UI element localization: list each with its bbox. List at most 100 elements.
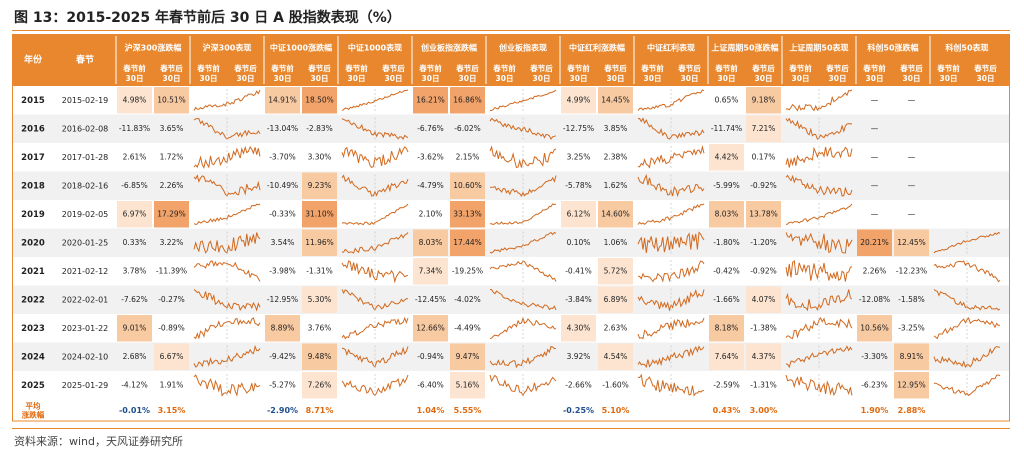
pct-value: -0.33% <box>269 209 296 218</box>
sparkline <box>637 260 705 283</box>
pct-value: -5.99% <box>713 181 740 190</box>
header-sub-10-0-b: 30日 <box>866 74 884 83</box>
avg-value: -2.90% <box>267 406 298 415</box>
header-group-11: 科创50表现 <box>945 43 988 53</box>
pct-value: 1.91% <box>160 380 184 389</box>
heat-cell <box>561 201 596 228</box>
year-label: 2020 <box>21 238 45 248</box>
sparkline <box>490 89 557 111</box>
pct-value: 7.26% <box>308 380 332 389</box>
heat-cell <box>894 343 929 370</box>
pct-value: 3.78% <box>123 266 147 275</box>
sparkline <box>193 260 261 282</box>
table-header-band <box>12 34 1010 86</box>
pct-value: 3.92% <box>567 352 591 361</box>
sparkline <box>785 317 853 340</box>
pct-value: 6.97% <box>123 209 147 218</box>
header-sub-5-0-b: 30日 <box>496 74 514 83</box>
date-label: 2024-02-10 <box>62 352 109 361</box>
heat-cell <box>894 372 929 399</box>
heat-cell <box>265 315 300 342</box>
header-sub-10-0: 春节前 <box>863 63 886 73</box>
pct-value: -2.59% <box>713 380 740 389</box>
pct-value: — <box>871 124 879 133</box>
pct-value: -1.58% <box>898 295 925 304</box>
avg-value: -0.01% <box>119 406 150 415</box>
pct-value: 2.15% <box>456 152 480 161</box>
pct-value: -5.27% <box>269 380 296 389</box>
heat-cell <box>154 343 189 370</box>
pct-value: -6.23% <box>861 380 888 389</box>
sparkline <box>193 344 261 368</box>
date-label: 2023-01-22 <box>62 324 109 333</box>
table-border <box>12 34 1010 422</box>
heat-cell <box>413 315 448 342</box>
pct-value: -6.85% <box>121 181 148 190</box>
sparkline <box>341 118 409 140</box>
pct-value: -0.41% <box>565 266 592 275</box>
header-sub-8-1: 春节后 <box>752 63 775 73</box>
date-label: 2015-02-19 <box>62 96 109 105</box>
pct-value: 3.85% <box>604 124 628 133</box>
pct-value: -0.92% <box>750 266 777 275</box>
heat-cell <box>450 87 485 114</box>
sparkline <box>193 289 261 312</box>
header-sub-4-0-b: 30日 <box>422 74 440 83</box>
avg-value: 8.71% <box>306 406 334 415</box>
pct-value: — <box>908 181 916 190</box>
pct-value: 31.10% <box>305 209 334 218</box>
heat-cell <box>561 87 596 114</box>
heat-cell <box>302 201 337 228</box>
pct-value: -12.08% <box>859 295 890 304</box>
header-sub-4-1: 春节后 <box>456 63 479 73</box>
pct-value: 8.89% <box>271 323 295 332</box>
header-sub-6-1: 春节后 <box>604 63 627 73</box>
bottom-rule <box>12 428 1010 429</box>
sparkline <box>489 203 557 226</box>
pct-value: 0.33% <box>123 238 147 247</box>
row-stripe <box>12 285 1010 314</box>
pct-value: 3.25% <box>567 152 591 161</box>
pct-value: 4.98% <box>123 95 147 104</box>
pct-value: 2.10% <box>419 209 443 218</box>
pct-value: 13.78% <box>749 209 778 218</box>
header-sub-1-1: 春节后 <box>234 63 257 73</box>
pct-value: 4.07% <box>752 295 776 304</box>
pct-value: 3.54% <box>271 238 295 247</box>
pct-value: -5.78% <box>565 181 592 190</box>
heat-cell <box>746 286 781 313</box>
heat-cell <box>709 315 744 342</box>
sparkline <box>489 175 557 198</box>
pct-value: -0.92% <box>750 181 777 190</box>
header-sub-6-0: 春节前 <box>567 63 590 73</box>
date-label: 2019-02-05 <box>62 210 109 219</box>
heat-cell <box>746 343 781 370</box>
header-group-4: 创业板指涨跌幅 <box>420 43 477 53</box>
pct-value: 2.26% <box>160 181 184 190</box>
heat-cell <box>598 87 633 114</box>
sparkline <box>785 289 853 312</box>
heat-cell <box>302 172 337 199</box>
year-label: 2024 <box>21 352 45 362</box>
header-sub-1-0: 春节前 <box>197 63 220 73</box>
pct-value: 17.29% <box>157 209 186 218</box>
header-sub-4-0: 春节前 <box>419 63 442 73</box>
heat-cell <box>450 229 485 256</box>
sparkline <box>637 203 705 225</box>
avg-value: -0.25% <box>563 406 594 415</box>
heat-cell <box>598 286 633 313</box>
sparkline <box>341 146 409 169</box>
pct-value: 4.54% <box>604 352 628 361</box>
pct-value: 3.30% <box>308 152 332 161</box>
pct-value: -3.84% <box>565 295 592 304</box>
header-spring-festival: 春节 <box>75 54 94 66</box>
header-sub-0-0-b: 30日 <box>126 74 144 83</box>
heat-cell <box>302 229 337 256</box>
avg-value: 1.90% <box>861 406 889 415</box>
pct-value: 12.95% <box>897 380 926 389</box>
pct-value: — <box>908 209 916 218</box>
avg-value: 1.04% <box>417 406 445 415</box>
avg-row-bg <box>12 399 1010 422</box>
pct-value: 4.42% <box>715 152 739 161</box>
pct-value: 0.17% <box>752 152 776 161</box>
